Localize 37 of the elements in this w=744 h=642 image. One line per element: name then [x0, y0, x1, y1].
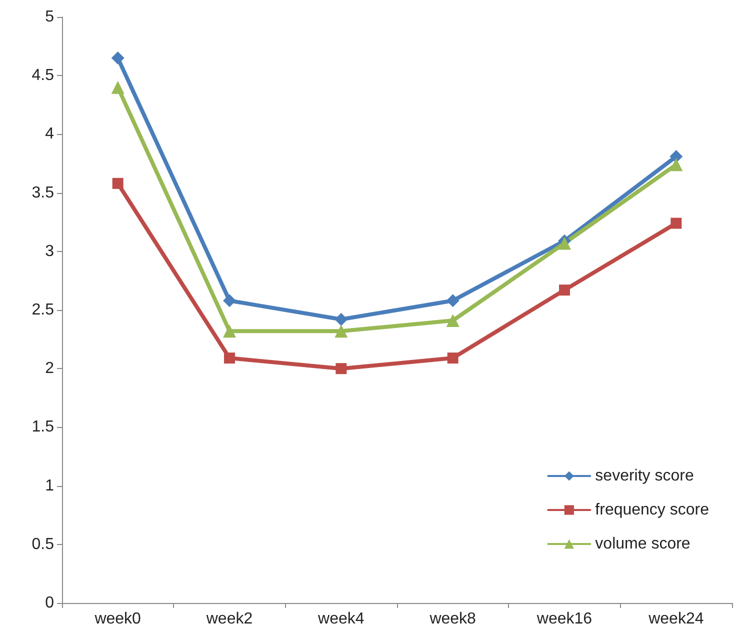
point — [670, 218, 682, 229]
x-tick-label: week2 — [205, 610, 253, 628]
point — [670, 158, 683, 172]
point — [111, 52, 124, 65]
y-tick-label: 1 — [45, 477, 54, 494]
point — [112, 178, 124, 189]
legend-label: severity score — [595, 468, 694, 484]
y-tick-label: 0.5 — [32, 536, 54, 553]
y-tick-label: 4 — [45, 126, 54, 143]
y-tick-label: 2.5 — [32, 302, 54, 318]
y-tick-label: 3 — [45, 242, 54, 260]
point — [223, 294, 236, 308]
x-tick-label: week24 — [648, 610, 704, 628]
point — [334, 312, 348, 326]
point — [446, 314, 460, 328]
y-tick-label: 2 — [45, 360, 54, 378]
point — [670, 150, 683, 163]
point — [446, 294, 460, 308]
y-tick-label: 3.5 — [32, 184, 54, 202]
point — [111, 80, 124, 94]
y-tick-label: 1.5 — [32, 418, 54, 436]
x-tick-label: week16 — [536, 610, 592, 628]
point — [223, 324, 236, 338]
point — [334, 324, 348, 338]
legend-label: frequency score — [595, 502, 710, 518]
point — [447, 352, 458, 364]
y-tick-label: 0 — [45, 594, 54, 612]
x-tick-label: week8 — [428, 610, 476, 628]
x-tick-label: week4 — [317, 610, 364, 628]
point — [336, 363, 347, 374]
y-tick-label: 5 — [45, 8, 54, 26]
point — [559, 284, 570, 296]
legend-label: volume score — [595, 536, 690, 552]
point — [224, 352, 235, 364]
y-tick-label: 4.5 — [32, 67, 54, 84]
point — [558, 236, 571, 250]
x-tick-label: week0 — [94, 610, 142, 628]
